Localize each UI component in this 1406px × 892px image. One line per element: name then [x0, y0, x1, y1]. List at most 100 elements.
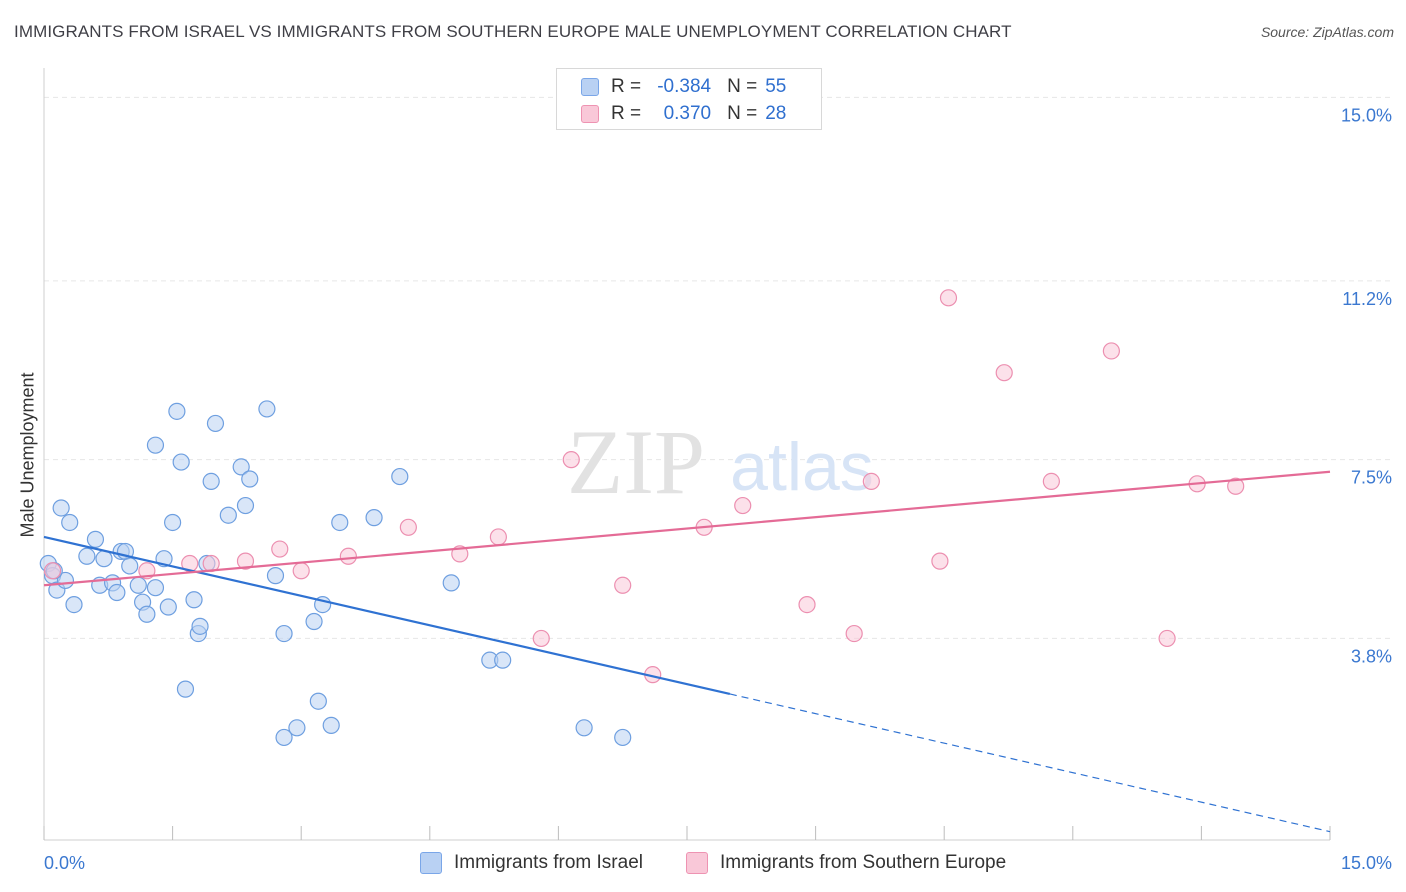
israel-point-6	[61, 513, 79, 532]
watermark-atlas: atlas	[730, 429, 874, 505]
israel-point-18	[138, 605, 156, 623]
trend-line-israel-extrapolated	[729, 693, 1331, 833]
southern-europe-point-22	[995, 364, 1013, 382]
legend-swatch-southern-europe-bottom	[686, 852, 708, 874]
israel-point-46	[331, 513, 349, 532]
southern-europe-point-27	[1227, 477, 1245, 495]
southern-europe-point-19	[862, 472, 880, 491]
r-value-israel: -0.384	[657, 76, 712, 97]
y-axis-label: Male Unemployment	[17, 372, 38, 538]
israel-point-52	[575, 719, 593, 737]
y-tick-label-2: 11.2%	[1342, 289, 1392, 309]
israel-point-33	[219, 506, 237, 524]
legend-swatch-israel-bottom	[420, 852, 442, 874]
y-tick-labels: 3.8% 7.5% 11.2% 15.0%	[1341, 105, 1392, 666]
n-label-southern-europe: N =	[727, 103, 758, 124]
israel-point-22	[159, 598, 177, 616]
israel-point-35	[236, 496, 255, 515]
southern-europe-point-11	[532, 629, 550, 648]
israel-point-38	[266, 567, 285, 585]
israel-point-36	[241, 470, 259, 488]
n-label-israel: N =	[727, 76, 758, 97]
israel-point-31	[202, 472, 220, 491]
zipatlas-watermark: ZIP atlas	[567, 411, 874, 513]
israel-point-51	[494, 651, 512, 669]
r-label-southern-europe: R =	[611, 103, 642, 124]
israel-point-24	[168, 402, 186, 420]
southern-europe-point-24	[1102, 342, 1120, 360]
israel-point-34	[232, 458, 250, 476]
southern-europe-point-5	[271, 540, 289, 558]
israel-point-48	[391, 467, 409, 486]
israel-point-20	[146, 579, 165, 597]
israel-point-32	[206, 414, 225, 433]
y-tick-label-1: 7.5%	[1351, 468, 1392, 488]
israel-point-12	[108, 583, 126, 602]
x-tick-label-min: 0.0%	[44, 853, 85, 873]
southern-europe-point-8	[399, 518, 417, 536]
trend-line-israel	[43, 535, 731, 696]
israel-point-37	[258, 400, 276, 418]
southern-europe-point-13	[614, 576, 632, 594]
israel-point-7	[78, 547, 96, 565]
israel-point-8	[86, 530, 105, 548]
source-label: Source: ZipAtlas.com	[1260, 24, 1394, 40]
southern-europe-point-10	[489, 528, 507, 546]
southern-europe-point-18	[845, 624, 863, 643]
israel-point-25	[172, 453, 190, 471]
israel-point-41	[288, 719, 306, 737]
y-tick-label-3: 15.0%	[1341, 105, 1392, 125]
israel-point-45	[322, 716, 340, 734]
israel-point-49	[442, 574, 460, 592]
legend-label-israel: Immigrants from Israel	[454, 852, 643, 873]
axes	[43, 68, 1331, 841]
correlation-legend: R = -0.384 N = 55 R = 0.370 N = 28	[556, 68, 822, 130]
israel-point-19	[146, 436, 165, 454]
southern-europe-point-20	[939, 289, 958, 307]
legend-item-israel[interactable]: Immigrants from Israel	[420, 852, 643, 874]
israel-point-40	[275, 624, 293, 643]
southern-europe-point-0	[43, 562, 62, 580]
legend-swatch-israel	[581, 78, 599, 96]
israel-point-29	[191, 617, 209, 635]
southern-europe-point-4	[236, 552, 255, 570]
israel-point-15	[121, 557, 139, 575]
n-value-southern-europe: 28	[765, 103, 787, 124]
israel-point-53	[614, 728, 632, 747]
legend-row-israel: R = -0.384 N = 55	[581, 75, 786, 99]
israel-point-23	[164, 513, 182, 532]
southern-europe-point-6	[292, 562, 310, 580]
israel-point-5	[52, 499, 70, 517]
southern-europe-point-25	[1158, 629, 1176, 648]
y-tick-label-0: 3.8%	[1351, 646, 1392, 666]
legend-row-southern-europe: R = 0.370 N = 28	[581, 102, 786, 126]
israel-point-47	[365, 509, 383, 527]
r-label-israel: R =	[611, 76, 642, 97]
southern-europe-point-21	[931, 552, 949, 570]
israel-point-39	[275, 728, 293, 747]
israel-point-43	[309, 692, 327, 710]
trend-lines	[43, 470, 1331, 833]
legend-label-southern-europe: Immigrants from Southern Europe	[720, 852, 1007, 873]
southern-europe-point-17	[798, 595, 816, 614]
israel-point-42	[305, 612, 323, 631]
r-value-southern-europe: 0.370	[663, 103, 712, 124]
n-value-israel: 55	[765, 76, 787, 97]
israel-point-4	[65, 595, 83, 614]
chart-title: IMMIGRANTS FROM ISRAEL VS IMMIGRANTS FRO…	[14, 22, 1012, 41]
series-israel-points	[39, 400, 632, 747]
trend-line-southern-europe	[43, 470, 1331, 587]
x-tick-label-max: 15.0%	[1341, 853, 1392, 873]
legend-item-southern-europe[interactable]: Immigrants from Southern Europe	[686, 852, 1006, 874]
southern-europe-point-7	[339, 547, 357, 565]
legend-swatch-southern-europe	[581, 105, 599, 123]
israel-point-27	[185, 591, 203, 609]
israel-point-26	[176, 680, 195, 698]
southern-europe-point-12	[562, 451, 580, 469]
southern-europe-point-16	[734, 496, 752, 515]
watermark-zip: ZIP	[567, 411, 705, 513]
x-tick-labels: 0.0% 15.0%	[44, 853, 1392, 873]
israel-point-16	[129, 576, 147, 594]
southern-europe-point-23	[1042, 472, 1060, 491]
